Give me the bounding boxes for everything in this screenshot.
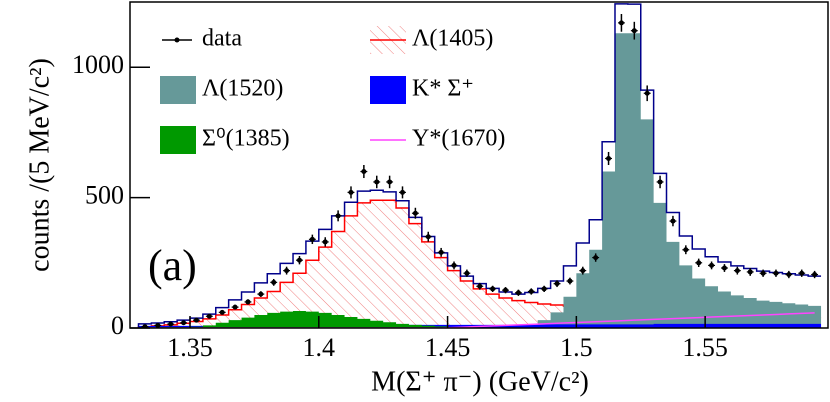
x-tick-label: 1.35	[167, 333, 213, 362]
data-point	[181, 320, 187, 326]
x-tick-label: 1.4	[303, 333, 336, 362]
component-fill	[138, 311, 822, 328]
data-point	[374, 179, 380, 185]
data-point	[193, 317, 199, 323]
legend-label: Λ(1520)	[202, 76, 283, 102]
data-point	[477, 283, 483, 289]
data-point	[335, 213, 341, 219]
data-point	[348, 189, 354, 195]
legend-label: Λ(1405)	[412, 26, 493, 52]
y-tick-label: 0	[111, 311, 124, 340]
y-tick-label: 500	[85, 181, 124, 210]
data-point	[683, 247, 689, 253]
component-fill	[138, 200, 822, 328]
data-point	[631, 28, 637, 34]
legend-key	[174, 37, 180, 43]
data-point	[232, 304, 238, 310]
data-point	[515, 290, 521, 296]
data-point	[206, 313, 212, 319]
legend-label: Y*(1670)	[412, 126, 505, 152]
data-point	[760, 270, 766, 276]
data-point	[412, 210, 418, 216]
data-point	[464, 270, 470, 276]
component-fill	[138, 33, 822, 328]
legend-key	[370, 76, 406, 104]
data-point	[618, 20, 624, 26]
data-point	[451, 262, 457, 268]
y-axis-title: counts /(5 MeV/c²)	[24, 58, 55, 272]
data-point	[322, 239, 328, 245]
data-point	[799, 270, 805, 276]
frame	[129, 1, 829, 329]
marks	[137, 3, 822, 328]
data-point	[554, 281, 560, 287]
data-point	[709, 262, 715, 268]
data-point	[606, 155, 612, 161]
data-point	[773, 270, 779, 276]
data-point	[284, 268, 290, 274]
data-point	[528, 288, 534, 294]
data-point	[657, 179, 663, 185]
data-point	[503, 287, 509, 293]
legend-label: K* Σ⁺	[412, 76, 474, 102]
data-point	[258, 291, 264, 297]
panel-label: (a)	[148, 241, 197, 290]
y-tick-label: 1000	[72, 50, 124, 79]
data-point	[541, 286, 547, 292]
data-point	[696, 260, 702, 266]
x-axis-title: M(Σ⁺ π⁻) (GeV/c²)	[371, 366, 589, 397]
data-point	[721, 265, 727, 271]
component-line	[144, 312, 815, 328]
data-point	[168, 321, 174, 327]
data-point	[309, 236, 315, 242]
data-point	[155, 322, 161, 328]
plot-area: 0 500 1000 1.35 1.4 1.45 1.5 1.55 data Λ(1405) Λ(1…	[72, 1, 829, 362]
data-point	[670, 218, 676, 224]
data-point	[812, 272, 818, 278]
data-point	[580, 268, 586, 274]
legend: data Λ(1405) Λ(1520) K* Σ⁺ Σ⁰(1385) Y*(1670)	[160, 26, 505, 154]
x-tick-label: 1.45	[425, 333, 471, 362]
data-point	[400, 189, 406, 195]
data-point	[425, 234, 431, 240]
data-point	[219, 309, 225, 315]
data-point	[296, 257, 302, 263]
legend-key	[160, 126, 196, 154]
data-point	[438, 249, 444, 255]
data-point	[567, 278, 573, 284]
data-point	[245, 299, 251, 305]
x-tick-label: 1.55	[682, 333, 728, 362]
data-point	[490, 286, 496, 292]
data-point	[644, 90, 650, 96]
data-point	[271, 279, 277, 285]
data-point	[734, 268, 740, 274]
data-point	[142, 324, 148, 328]
data-point	[593, 255, 599, 261]
legend-label: data	[202, 26, 242, 52]
data-point	[387, 179, 393, 185]
legend-key	[160, 76, 196, 104]
data-point	[747, 269, 753, 275]
x-tick-label: 1.5	[560, 333, 593, 362]
legend-label: Σ⁰(1385)	[202, 126, 290, 152]
data-point	[786, 272, 792, 278]
data-point	[361, 169, 367, 175]
total-fit	[137, 3, 822, 328]
